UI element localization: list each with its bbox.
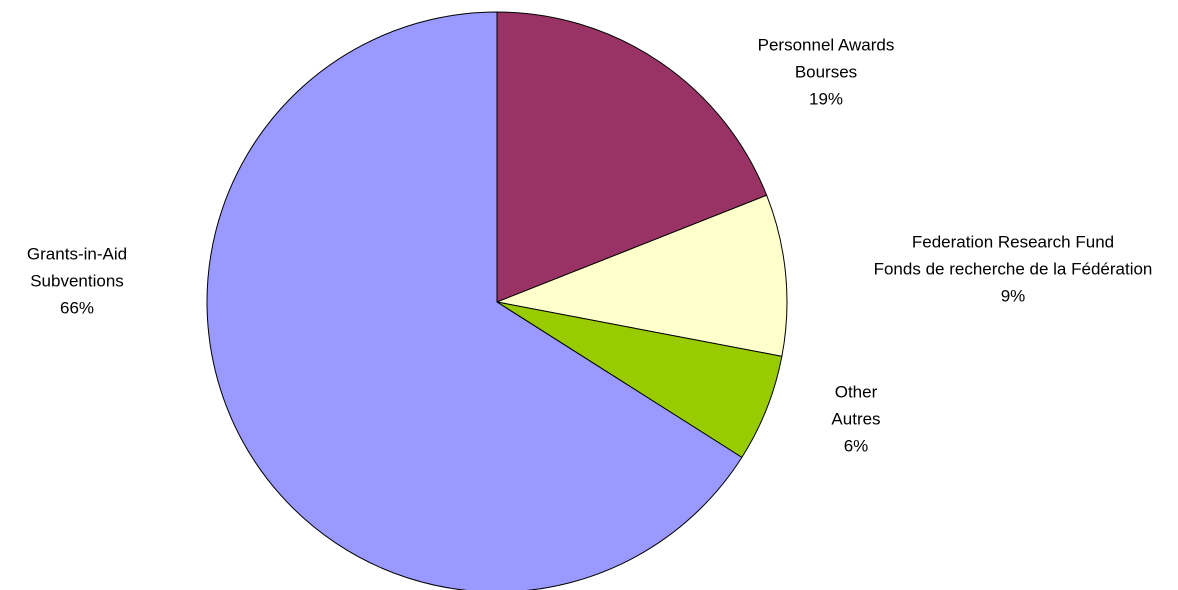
slice-value-label: 66% <box>60 298 94 317</box>
slice-label: Other <box>835 382 878 401</box>
slice-label: Bourses <box>795 62 857 81</box>
slice-value-label: 19% <box>809 89 843 108</box>
slice-label: Grants-in-Aid <box>27 244 127 263</box>
slice-value-label: 6% <box>844 436 869 455</box>
slice-value-label: 9% <box>1001 286 1026 305</box>
pie-slice <box>496 11 768 303</box>
slice-label: Federation Research Fund <box>912 232 1114 251</box>
pie-slice <box>495 194 788 357</box>
slice-label: Autres <box>831 409 880 428</box>
slice-label: Fonds de recherche de la Fédération <box>874 259 1153 278</box>
slice-label: Personnel Awards <box>758 35 895 54</box>
slice-label: Subventions <box>30 271 124 290</box>
pie-slice <box>206 11 743 590</box>
